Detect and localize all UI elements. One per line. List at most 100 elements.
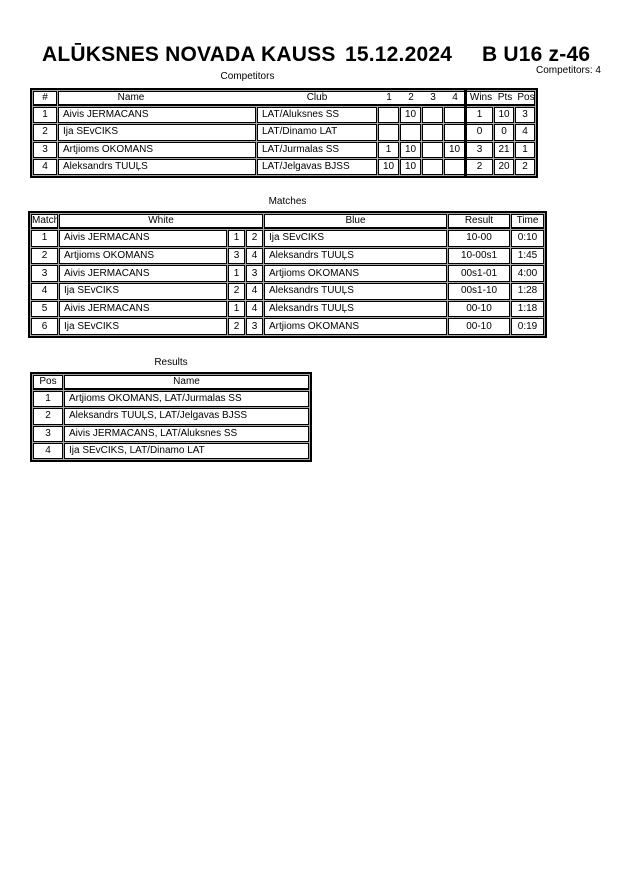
cell-blue-seed: 4 [246, 300, 264, 318]
title-category: B U16 z-46 [482, 43, 591, 66]
cell-pts: 0 [494, 124, 514, 141]
cell-blue-seed: 4 [246, 247, 264, 265]
matches-table: Match White Blue Result Time 1 Aivis JER… [28, 211, 548, 338]
results-section-title: Results [154, 357, 188, 368]
cell-pos: 1 [515, 141, 535, 158]
cell-club: LAT/Jurmalas SS [257, 141, 377, 158]
cell-pos: 1 [33, 391, 63, 408]
header-time: Time [511, 214, 545, 229]
cell-player-name: Aleksandrs TUUĻS, LAT/Jelgavas BJSS [64, 408, 309, 425]
results-table-container: Pos Name 1 Artjioms OKOMANS, LAT/Jurmala… [30, 372, 312, 462]
competitor-row: 1 Aivis JERMACANS LAT/Aluksnes SS 10 1 1… [33, 107, 535, 124]
title-date: 15.12.2024 [345, 43, 453, 66]
result-row: 4 Ija SEvCIKS, LAT/Dinamo LAT [33, 442, 309, 459]
cell-result: 10-00s1 [448, 247, 511, 265]
cell-time: 1:18 [511, 300, 545, 318]
standings-thick-divider [464, 88, 467, 178]
cell-result: 00-10 [448, 318, 511, 335]
cell-blue-name: Aleksandrs TUUĻS [264, 247, 448, 265]
cell-player-name: Ija SEvCIKS, LAT/Dinamo LAT [64, 442, 309, 459]
header-club: Club [306, 92, 328, 103]
cell-round-2: 10 [400, 141, 421, 158]
cell-pos: 3 [33, 425, 63, 442]
cell-blue-seed: 2 [246, 230, 264, 247]
header-wins: Wins [469, 92, 493, 103]
cell-number: 4 [33, 158, 57, 175]
cell-white-name: Ija SEvCIKS [59, 318, 227, 335]
cell-white-name: Aivis JERMACANS [59, 300, 227, 318]
cell-name: Artjioms OKOMANS [58, 141, 256, 158]
cell-club: LAT/Aluksnes SS [257, 107, 377, 124]
header-name: Name [117, 92, 145, 103]
cell-round-3 [422, 141, 443, 158]
match-row: 1 Aivis JERMACANS 1 2 Ija SEvCIKS 10-00 … [31, 230, 545, 247]
cell-round-1 [378, 124, 399, 141]
cell-match-number: 2 [31, 247, 58, 265]
header-match: Match [31, 214, 58, 229]
header-round-3: 3 [430, 92, 436, 103]
header-round-2: 2 [408, 92, 414, 103]
header-number: # [33, 91, 57, 106]
cell-match-number: 4 [31, 282, 58, 300]
header-round-1: 1 [386, 92, 392, 103]
title-event-name: ALŪKSNES NOVADA KAUSS [42, 43, 336, 66]
cell-pos: 4 [33, 442, 63, 459]
header-round-4: 4 [452, 92, 458, 103]
match-row: 6 Ija SEvCIKS 2 3 Artjioms OKOMANS 00-10… [31, 318, 545, 335]
header-white: White [59, 214, 264, 229]
cell-round-3 [422, 124, 443, 141]
cell-white-seed: 1 [228, 300, 245, 318]
cell-result: 00s1-10 [448, 282, 511, 300]
matches-table-container: Match White Blue Result Time 1 Aivis JER… [28, 211, 548, 338]
cell-white-seed: 3 [228, 247, 245, 265]
header-name: Name [64, 375, 309, 390]
competitors-table-container: # Name Club 1 2 3 4 Wins Pts Pos [30, 88, 538, 178]
cell-round-1: 10 [378, 158, 399, 175]
competitor-row: 2 Ija SEvCIKS LAT/Dinamo LAT 0 0 4 [33, 124, 535, 141]
cell-name: Aleksandrs TUUĻS [58, 158, 256, 175]
cell-result: 00-10 [448, 300, 511, 318]
competitors-table: # Name Club 1 2 3 4 Wins Pts Pos [30, 88, 538, 178]
cell-player-name: Aivis JERMACANS, LAT/Aluksnes SS [64, 425, 309, 442]
match-row: 4 Ija SEvCIKS 2 4 Aleksandrs TUUĻS 00s1-… [31, 282, 545, 300]
cell-pos: 4 [515, 124, 535, 141]
result-row: 1 Artjioms OKOMANS, LAT/Jurmalas SS [33, 391, 309, 408]
cell-match-number: 1 [31, 230, 58, 247]
page-title: ALŪKSNES NOVADA KAUSS 15.12.2024 B U16 z… [0, 43, 630, 67]
header-name-club-rounds: Name Club 1 2 3 4 [58, 91, 465, 106]
match-row: 5 Aivis JERMACANS 1 4 Aleksandrs TUUĻS 0… [31, 300, 545, 318]
result-row: 3 Aivis JERMACANS, LAT/Aluksnes SS [33, 425, 309, 442]
cell-number: 1 [33, 107, 57, 124]
competitors-header-row: # Name Club 1 2 3 4 Wins Pts Pos [33, 91, 535, 106]
competitor-row: 3 Artjioms OKOMANS LAT/Jurmalas SS 1 10 … [33, 141, 535, 158]
cell-round-1: 1 [378, 141, 399, 158]
matches-section-title: Matches [268, 196, 307, 207]
cell-wins: 2 [466, 158, 493, 175]
cell-time: 0:10 [511, 230, 545, 247]
cell-pos: 2 [33, 408, 63, 425]
header-standings: Wins Pts Pos [466, 91, 535, 106]
competitors-section-title: Competitors [220, 71, 275, 82]
results-header-row: Pos Name [33, 375, 309, 390]
cell-result: 00s1-01 [448, 265, 511, 282]
cell-match-number: 5 [31, 300, 58, 318]
header-result: Result [448, 214, 511, 229]
cell-pts: 20 [494, 158, 514, 175]
cell-blue-name: Artjioms OKOMANS [264, 265, 448, 282]
cell-time: 1:45 [511, 247, 545, 265]
cell-club: LAT/Dinamo LAT [257, 124, 377, 141]
header-pos: Pos [517, 92, 535, 103]
cell-time: 0:19 [511, 318, 545, 335]
cell-white-name: Aivis JERMACANS [59, 265, 227, 282]
cell-pos: 3 [515, 107, 535, 124]
cell-name: Ija SEvCIKS [58, 124, 256, 141]
cell-round-2 [400, 124, 421, 141]
cell-blue-seed: 4 [246, 282, 264, 300]
cell-name: Aivis JERMACANS [58, 107, 256, 124]
match-row: 3 Aivis JERMACANS 1 3 Artjioms OKOMANS 0… [31, 265, 545, 282]
cell-white-name: Ija SEvCIKS [59, 282, 227, 300]
cell-match-number: 3 [31, 265, 58, 282]
cell-blue-name: Artjioms OKOMANS [264, 318, 448, 335]
cell-blue-name: Aleksandrs TUUĻS [264, 300, 448, 318]
